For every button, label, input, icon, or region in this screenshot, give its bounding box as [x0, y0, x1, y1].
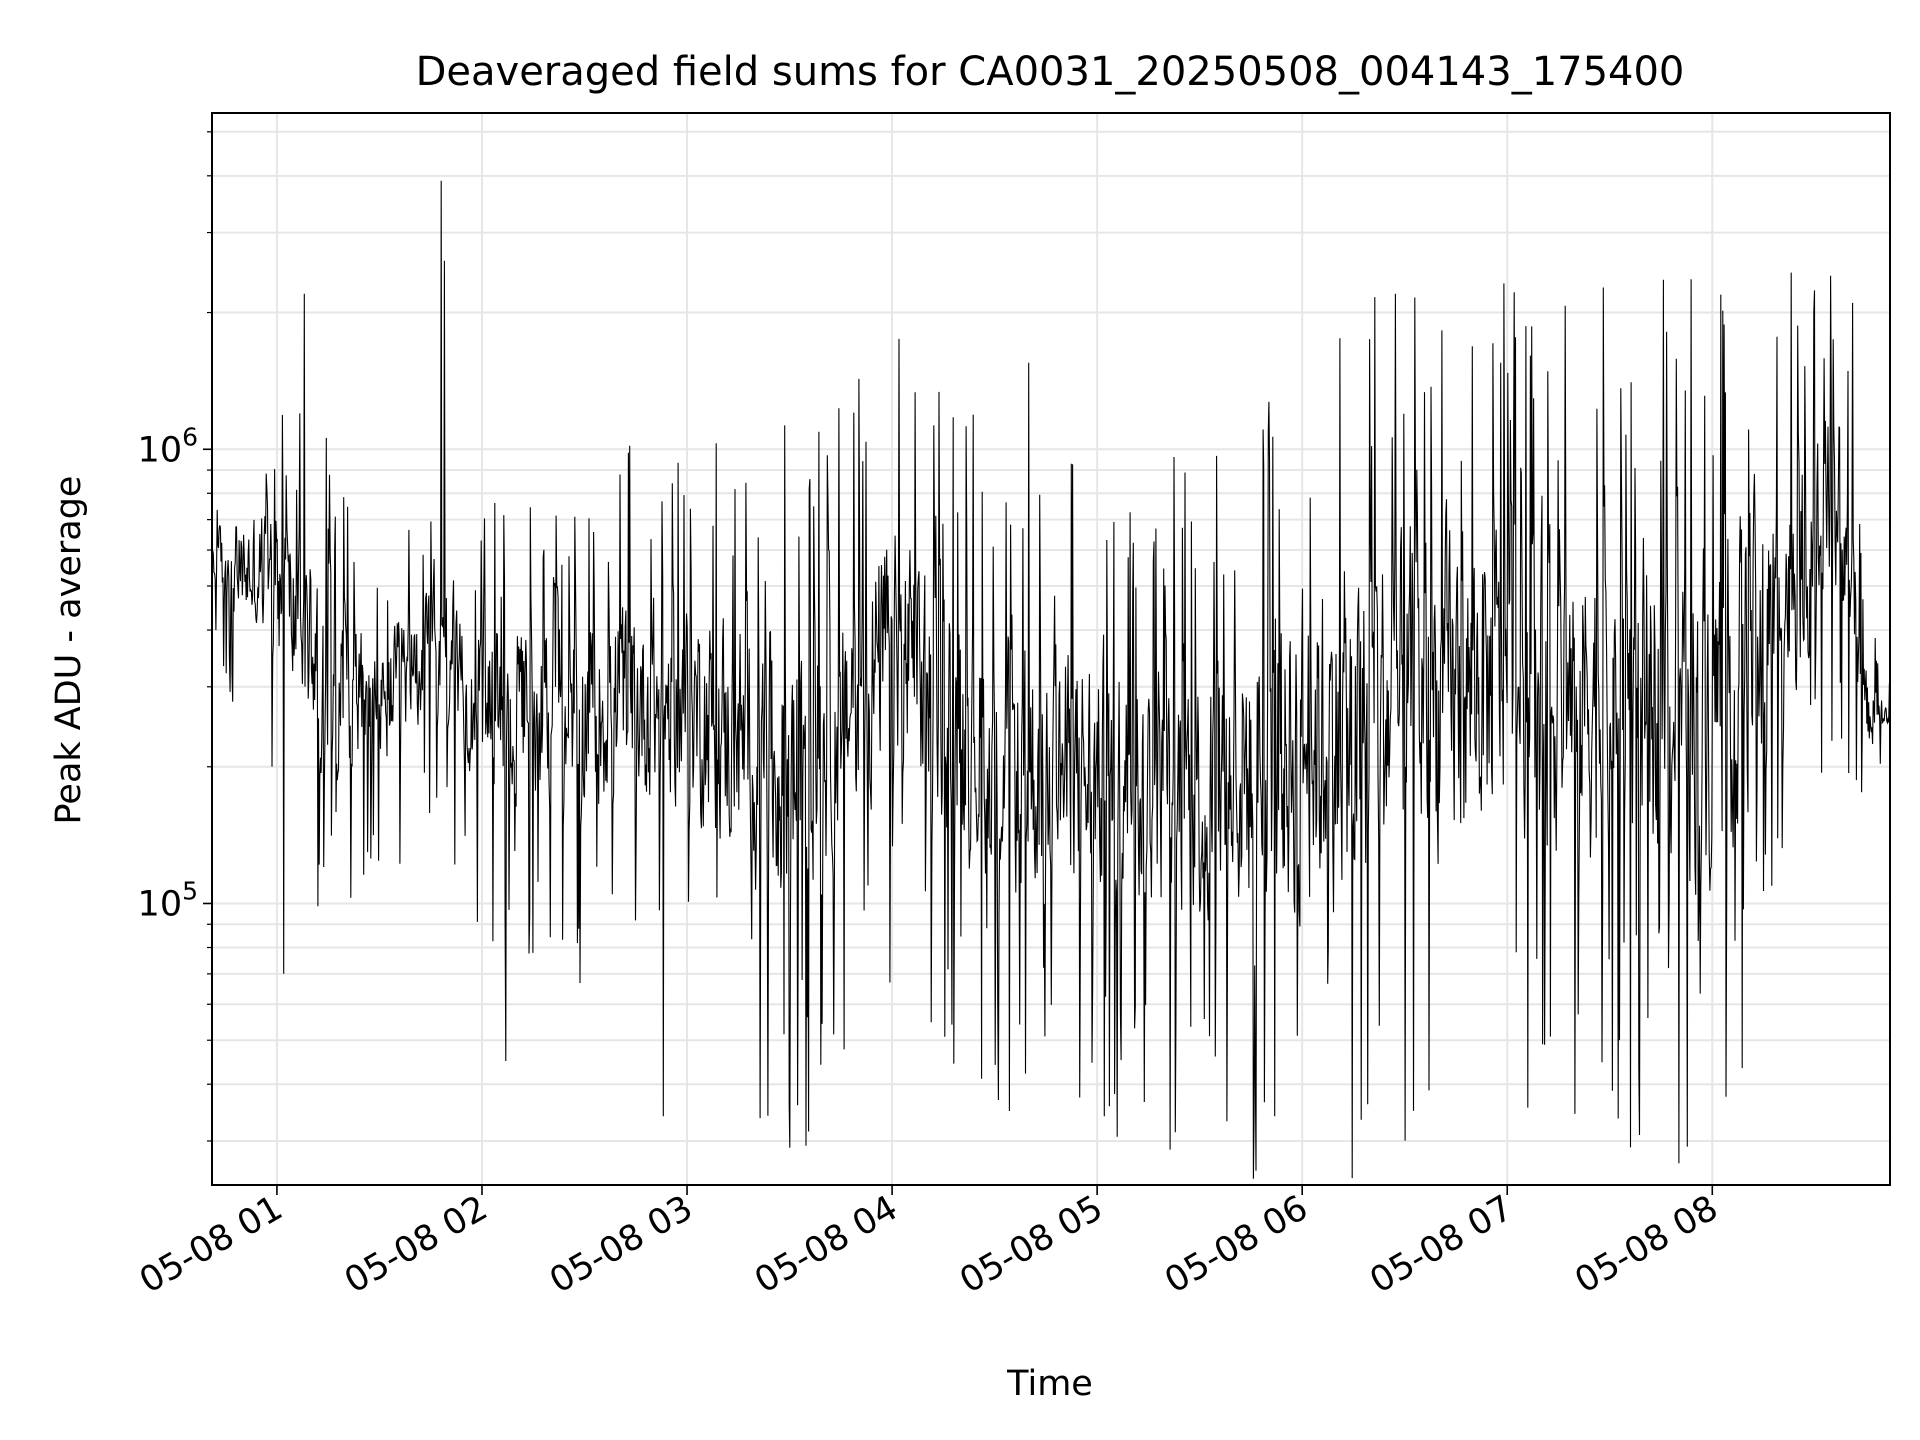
series-clip: [212, 180, 1890, 1179]
y-tick-label: 106: [138, 422, 198, 470]
series-line: [212, 180, 1890, 1179]
plot-frame: [211, 112, 1891, 1186]
y-axis-label: Peak ADU - average: [49, 476, 89, 825]
y-axis-ticks: 105 106: [138, 131, 212, 1142]
y-tick-label: 105: [138, 876, 198, 924]
chart-title: Deaveraged field sums for CA0031_2025050…: [416, 49, 1685, 95]
grid-lines: [212, 113, 1890, 1185]
x-axis-label: Time: [1006, 1364, 1093, 1404]
